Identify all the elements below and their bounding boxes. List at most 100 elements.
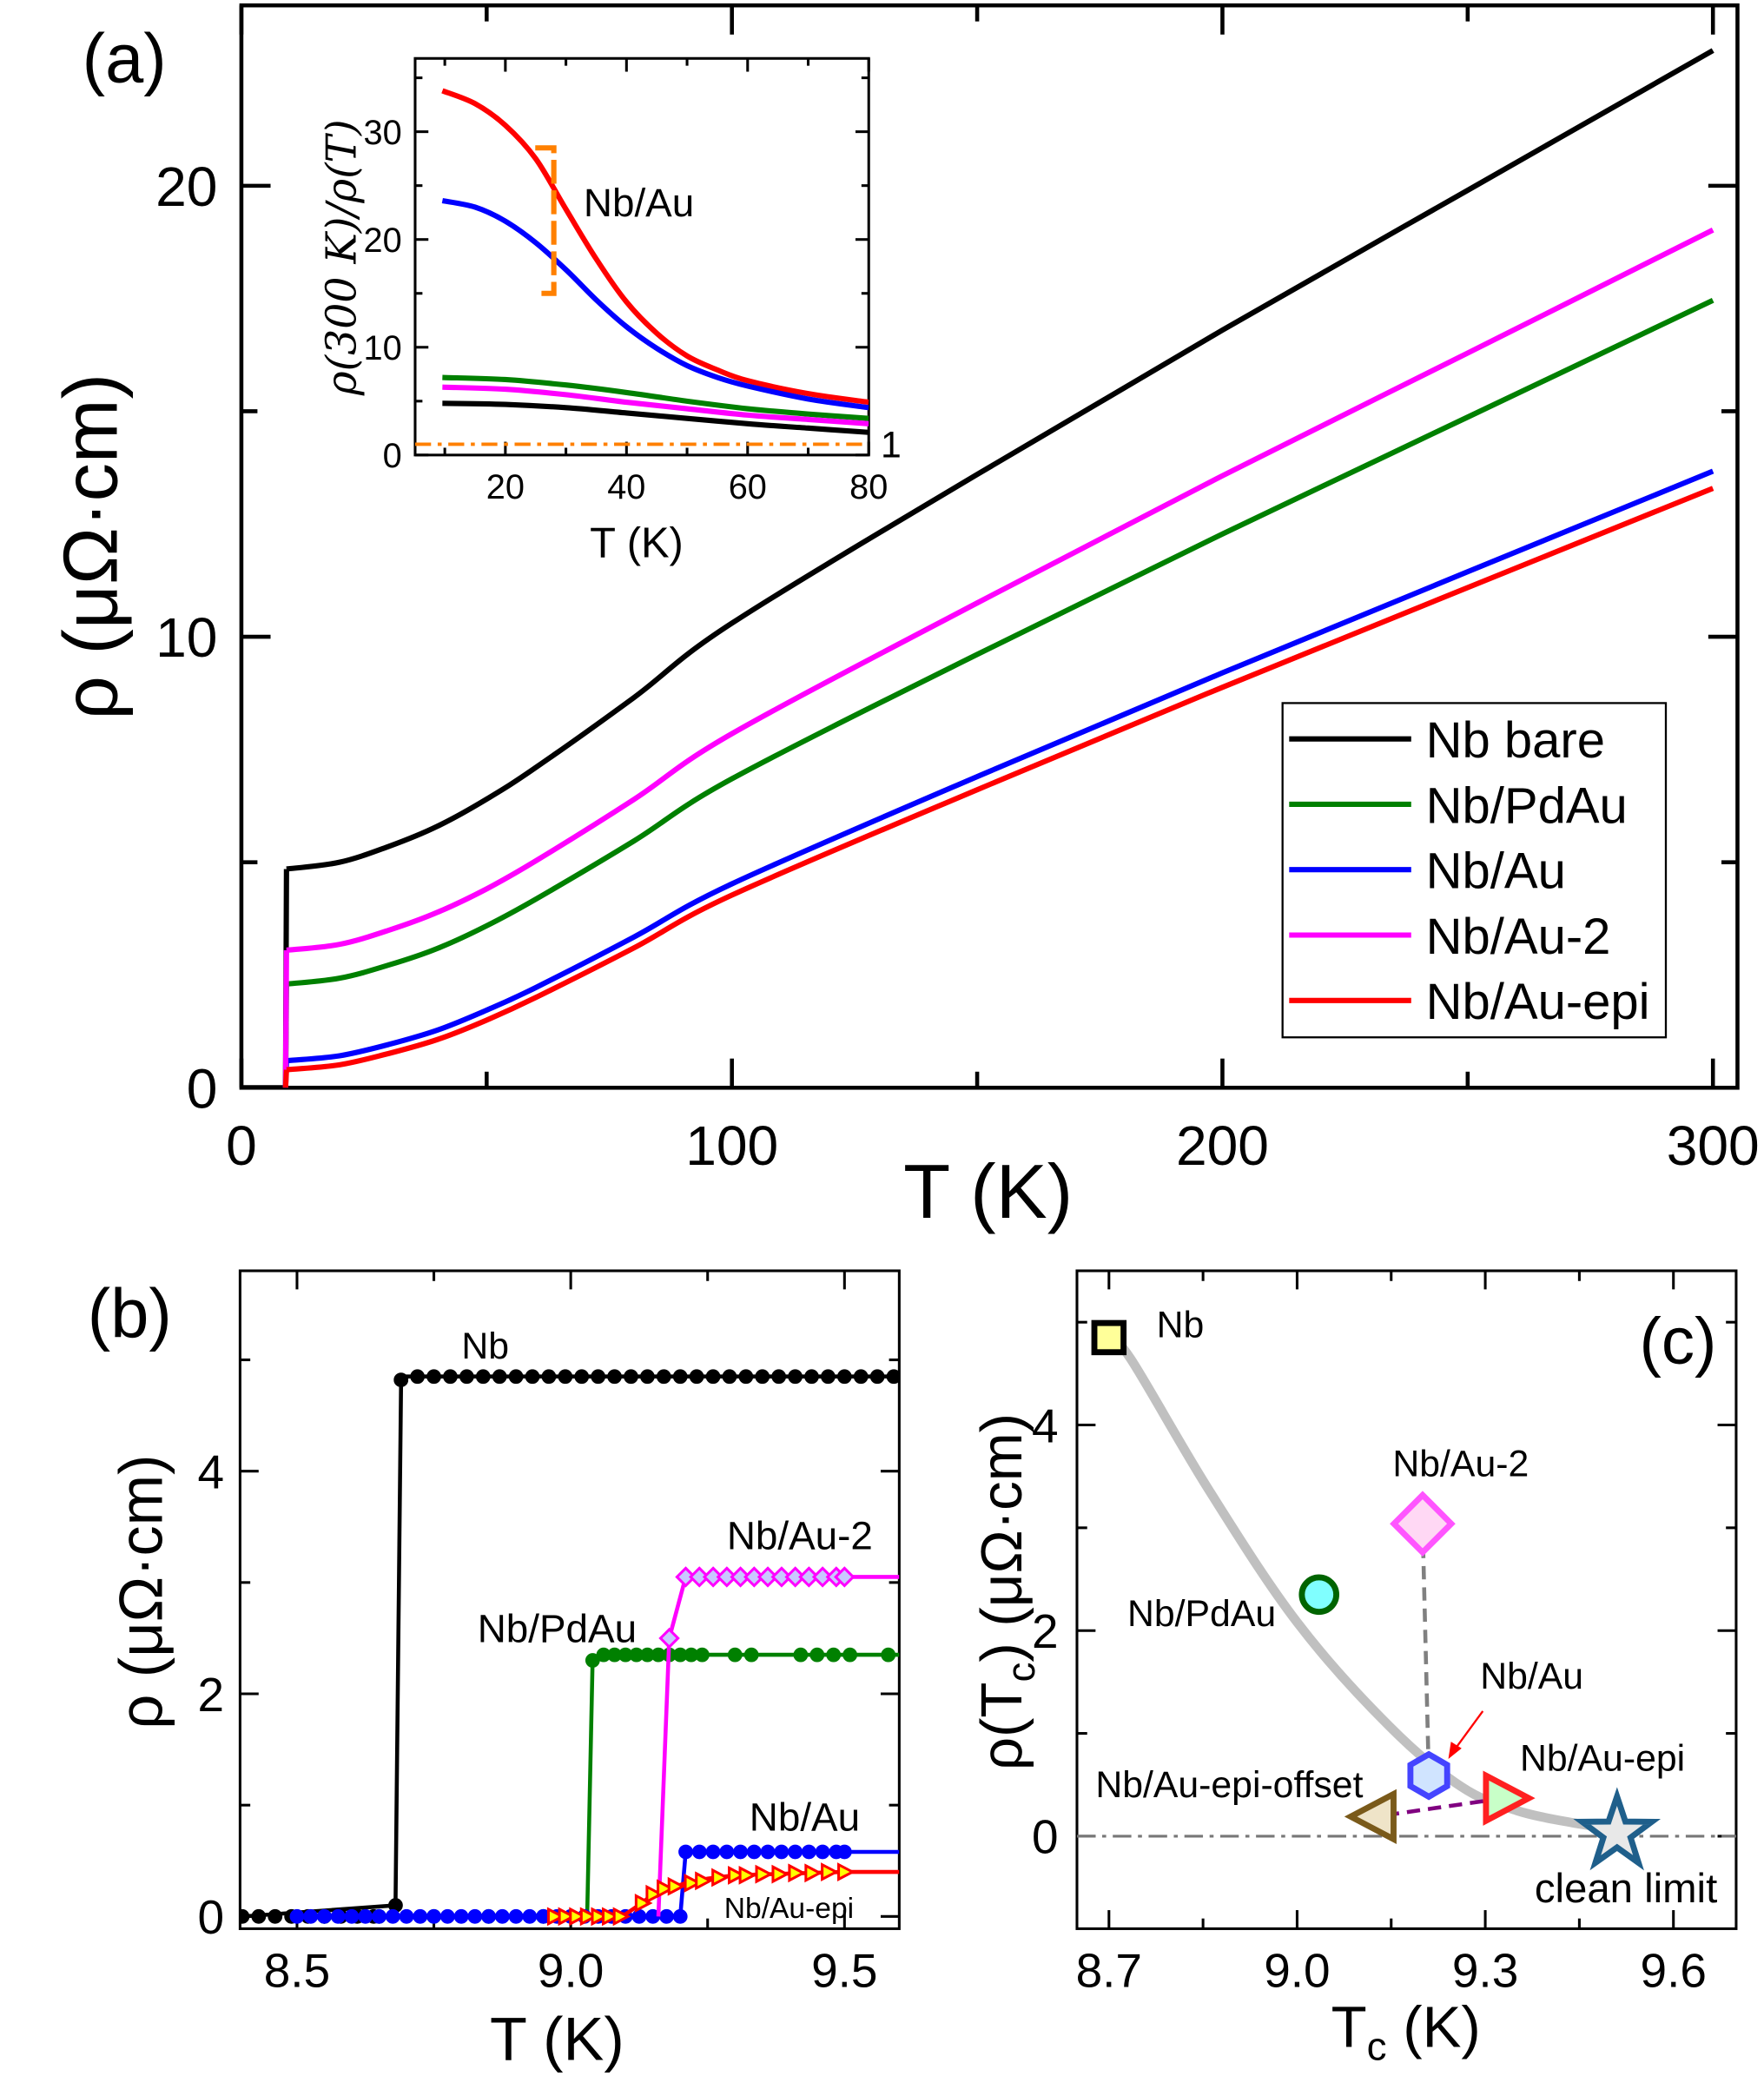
plot-frame xyxy=(239,3,1740,1090)
panel-a-label: (a) xyxy=(83,20,167,97)
x-tick-label: 8.5 xyxy=(264,1944,330,1998)
reference-line-label: 1 xyxy=(881,425,902,466)
inset-axes: 20 40 60 80 0 10 20 30 1 Nb/Au xyxy=(364,56,902,506)
data-marker xyxy=(784,1566,806,1588)
panel-c-x-axis-title: Tc (K) xyxy=(1331,1994,1481,2068)
data-marker xyxy=(722,1369,737,1385)
data-marker xyxy=(738,1369,754,1385)
y-tick-label: 4 xyxy=(1032,1398,1059,1452)
plot-area xyxy=(241,48,1714,1088)
data-marker xyxy=(591,1369,606,1385)
data-marker xyxy=(268,1908,283,1924)
y-tick-label: 10 xyxy=(155,606,217,669)
data-marker xyxy=(798,1566,820,1588)
panel-b-x-axis-title: T (K) xyxy=(490,2005,624,2073)
plot-area xyxy=(414,88,869,446)
data-marker xyxy=(691,1844,707,1860)
y-tick-label: 2 xyxy=(1032,1604,1059,1658)
data-marker xyxy=(508,1908,524,1924)
data-marker xyxy=(522,1908,538,1924)
data-marker xyxy=(811,1566,834,1588)
inset-series-line xyxy=(442,400,869,435)
y-tick-label: 20 xyxy=(155,155,217,218)
data-marker xyxy=(439,1908,455,1924)
inset-series-line xyxy=(441,88,869,406)
data-marker xyxy=(541,1369,557,1385)
data-marker xyxy=(426,1369,441,1385)
data-marker xyxy=(624,1369,638,1385)
series-label: Nb/Au-epi xyxy=(724,1893,854,1925)
series-line-nb-au-2 xyxy=(286,227,1714,953)
x-tick-label: 9.0 xyxy=(538,1944,604,1998)
inset-annotation-label: Nb/Au xyxy=(584,181,694,225)
data-marker xyxy=(508,1369,524,1385)
y-tick-label: 10 xyxy=(364,329,402,367)
data-marker xyxy=(569,1907,587,1927)
data-marker xyxy=(738,1865,757,1885)
series-label: Nb xyxy=(461,1326,509,1367)
data-marker xyxy=(639,1369,655,1385)
y-tick-label: 30 xyxy=(364,114,402,152)
data-marker xyxy=(826,1647,842,1663)
data-marker xyxy=(558,1907,577,1927)
data-marker xyxy=(743,1566,765,1588)
data-marker xyxy=(771,1864,790,1884)
point-label: Nb xyxy=(1157,1304,1205,1345)
legend-label: Nb/Au xyxy=(1426,843,1566,900)
inset: 20 40 60 80 0 10 20 30 1 Nb/Au T (K) ρ(300 K)/ρ(T… xyxy=(318,56,902,566)
series-label: Nb/Au-2 xyxy=(727,1514,873,1558)
x-tick-label: 20 xyxy=(486,468,525,506)
y-tick-label: 20 xyxy=(364,221,402,260)
data-marker xyxy=(755,1864,774,1884)
data-marker xyxy=(815,1844,830,1860)
data-marker xyxy=(770,1566,793,1588)
data-marker xyxy=(733,1844,748,1860)
data-marker xyxy=(705,1844,721,1860)
data-marker xyxy=(467,1908,483,1924)
data-marker xyxy=(695,1647,710,1663)
panel-a-y-axis-title: ρ (μΩ·cm) xyxy=(47,374,133,720)
data-marker xyxy=(494,1908,510,1924)
panel-c-y-axis-title: ρ(Tc) (μΩ·cm) xyxy=(969,1413,1043,1770)
data-point-nb xyxy=(1091,1319,1127,1356)
data-marker xyxy=(804,1863,823,1883)
data-marker xyxy=(240,1908,250,1924)
plot-area xyxy=(1076,1319,1736,1871)
x-tick-label: 200 xyxy=(1176,1114,1269,1177)
data-marker xyxy=(525,1369,540,1385)
data-marker xyxy=(475,1369,491,1385)
series-line-nb-au-epi-transition xyxy=(282,1069,289,1088)
y-tick-label: 2 xyxy=(197,1668,224,1722)
data-marker xyxy=(719,1844,735,1860)
data-marker xyxy=(678,1844,693,1860)
inset-series-line xyxy=(442,384,869,426)
series-line-nb-pdau xyxy=(286,298,1714,987)
series-label: Nb/PdAu xyxy=(478,1607,637,1651)
data-marker xyxy=(612,1907,631,1927)
x-tick-label: 9.0 xyxy=(1264,1944,1330,1998)
data-marker xyxy=(317,1908,332,1924)
x-tick-label: 9.6 xyxy=(1641,1944,1707,1998)
data-marker xyxy=(836,1369,852,1385)
series-line-nb-au-epi xyxy=(286,486,1714,1073)
panel-b: (b) 8.5 9.0 9.5 0 2 4 Nb Nb/PdAu Nb/Au-2 Nb/Au Nb/… xyxy=(88,1269,901,2073)
data-marker xyxy=(591,1907,610,1927)
legend: Nb bare Nb/PdAu Nb/Au Nb/Au-2 Nb/Au-epi xyxy=(1281,702,1668,1039)
data-marker xyxy=(645,1884,664,1904)
y-tick-label: 0 xyxy=(383,437,402,475)
data-marker xyxy=(558,1369,573,1385)
data-marker xyxy=(426,1908,441,1924)
series-line-nb-au-2-transition xyxy=(282,949,289,1088)
data-marker xyxy=(688,1566,710,1588)
panel-b-y-axis-title: ρ (μΩ·cm) xyxy=(106,1454,175,1729)
x-tick-label: 9.3 xyxy=(1452,1944,1518,1998)
x-tick-label: 40 xyxy=(607,468,645,506)
annotation-bracket xyxy=(535,145,557,296)
plot-frame xyxy=(413,56,870,457)
x-tick-label: 60 xyxy=(729,468,767,506)
data-marker xyxy=(788,1863,807,1883)
panel-b-label: (b) xyxy=(88,1274,172,1352)
